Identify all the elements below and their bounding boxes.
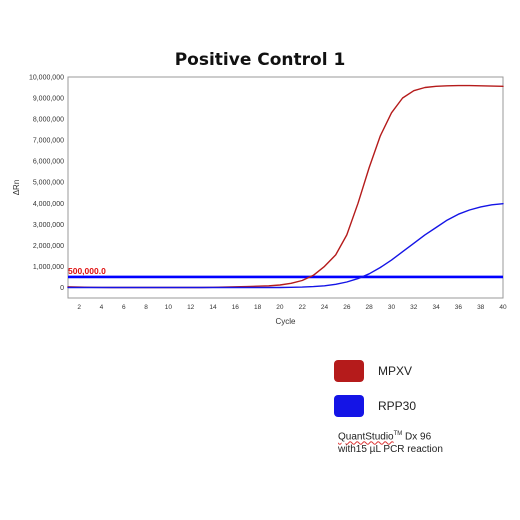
x-tick-label: 10 bbox=[165, 304, 173, 311]
y-tick-label: 5,000,000 bbox=[33, 180, 64, 187]
footnote-tm: TM bbox=[393, 431, 403, 437]
axis-labels: 2 4 6 8 10 12 14 16 18 20 22 24 26 28 30 32 34 36 38 4001,0… bbox=[12, 75, 507, 327]
y-tick-label: 7,000,000 bbox=[33, 138, 64, 145]
x-tick-label: 24 bbox=[321, 304, 329, 311]
y-axis-label: ΔRn bbox=[12, 180, 21, 196]
x-tick-label: 8 bbox=[144, 304, 148, 311]
series-line-rpp30 bbox=[67, 202, 504, 289]
x-tick-label: 16 bbox=[232, 304, 240, 311]
x-tick-label: 6 bbox=[122, 304, 126, 311]
legend-item-rpp30: RPP30 bbox=[334, 395, 416, 417]
x-tick-label: 32 bbox=[410, 304, 418, 311]
footnote-model: Dx 96 bbox=[402, 431, 432, 443]
x-axis-label: Cycle bbox=[275, 317, 296, 326]
legend-swatch-rpp30 bbox=[334, 395, 364, 417]
legend-label-rpp30: RPP30 bbox=[378, 399, 417, 413]
y-tick-label: 8,000,000 bbox=[33, 117, 64, 124]
footnote-line2: with15 µL PCR reaction bbox=[338, 444, 443, 456]
footnote: QuantStudioTM Dx 96 with15 µL PCR reacti… bbox=[338, 428, 443, 456]
y-tick-label: 10,000,000 bbox=[29, 75, 64, 82]
x-tick-label: 36 bbox=[455, 304, 463, 311]
footnote-brand: QuantStudio bbox=[338, 431, 394, 443]
x-tick-label: 40 bbox=[499, 304, 507, 311]
legend-item-mpxv: MPXV bbox=[334, 360, 412, 382]
legend-swatch-mpxv bbox=[334, 360, 364, 382]
x-tick-label: 30 bbox=[388, 304, 396, 311]
series-lines bbox=[67, 84, 504, 289]
chart-title: Positive Control 1 bbox=[174, 50, 346, 70]
x-tick-label: 20 bbox=[276, 304, 284, 311]
x-tick-label: 34 bbox=[432, 304, 440, 311]
line-chart: 2 4 6 8 10 12 14 16 18 20 22 24 26 28 30 32 34 36 38 4001,0… bbox=[12, 75, 507, 327]
x-tick-label: 12 bbox=[187, 304, 195, 311]
legend-label-mpxv: MPXV bbox=[378, 364, 413, 378]
x-tick-label: 18 bbox=[254, 304, 262, 311]
x-tick-label: 38 bbox=[477, 304, 485, 311]
x-tick-label: 2 bbox=[77, 304, 81, 311]
y-tick-label: 3,000,000 bbox=[33, 222, 64, 229]
y-tick-label: 9,000,000 bbox=[33, 96, 64, 103]
y-tick-label: 6,000,000 bbox=[33, 159, 64, 166]
x-tick-label: 22 bbox=[299, 304, 307, 311]
x-tick-label: 26 bbox=[343, 304, 351, 311]
y-tick-label: 2,000,000 bbox=[33, 243, 64, 250]
plot-frame bbox=[67, 76, 504, 299]
threshold-label: 500,000.0 bbox=[68, 266, 106, 276]
y-tick-label: 0 bbox=[60, 285, 64, 292]
x-tick-label: 14 bbox=[209, 304, 217, 311]
y-tick-label: 1,000,000 bbox=[33, 264, 64, 271]
x-tick-label: 4 bbox=[100, 304, 104, 311]
y-tick-label: 4,000,000 bbox=[33, 201, 64, 208]
axes bbox=[67, 76, 504, 299]
x-tick-label: 28 bbox=[366, 304, 374, 311]
